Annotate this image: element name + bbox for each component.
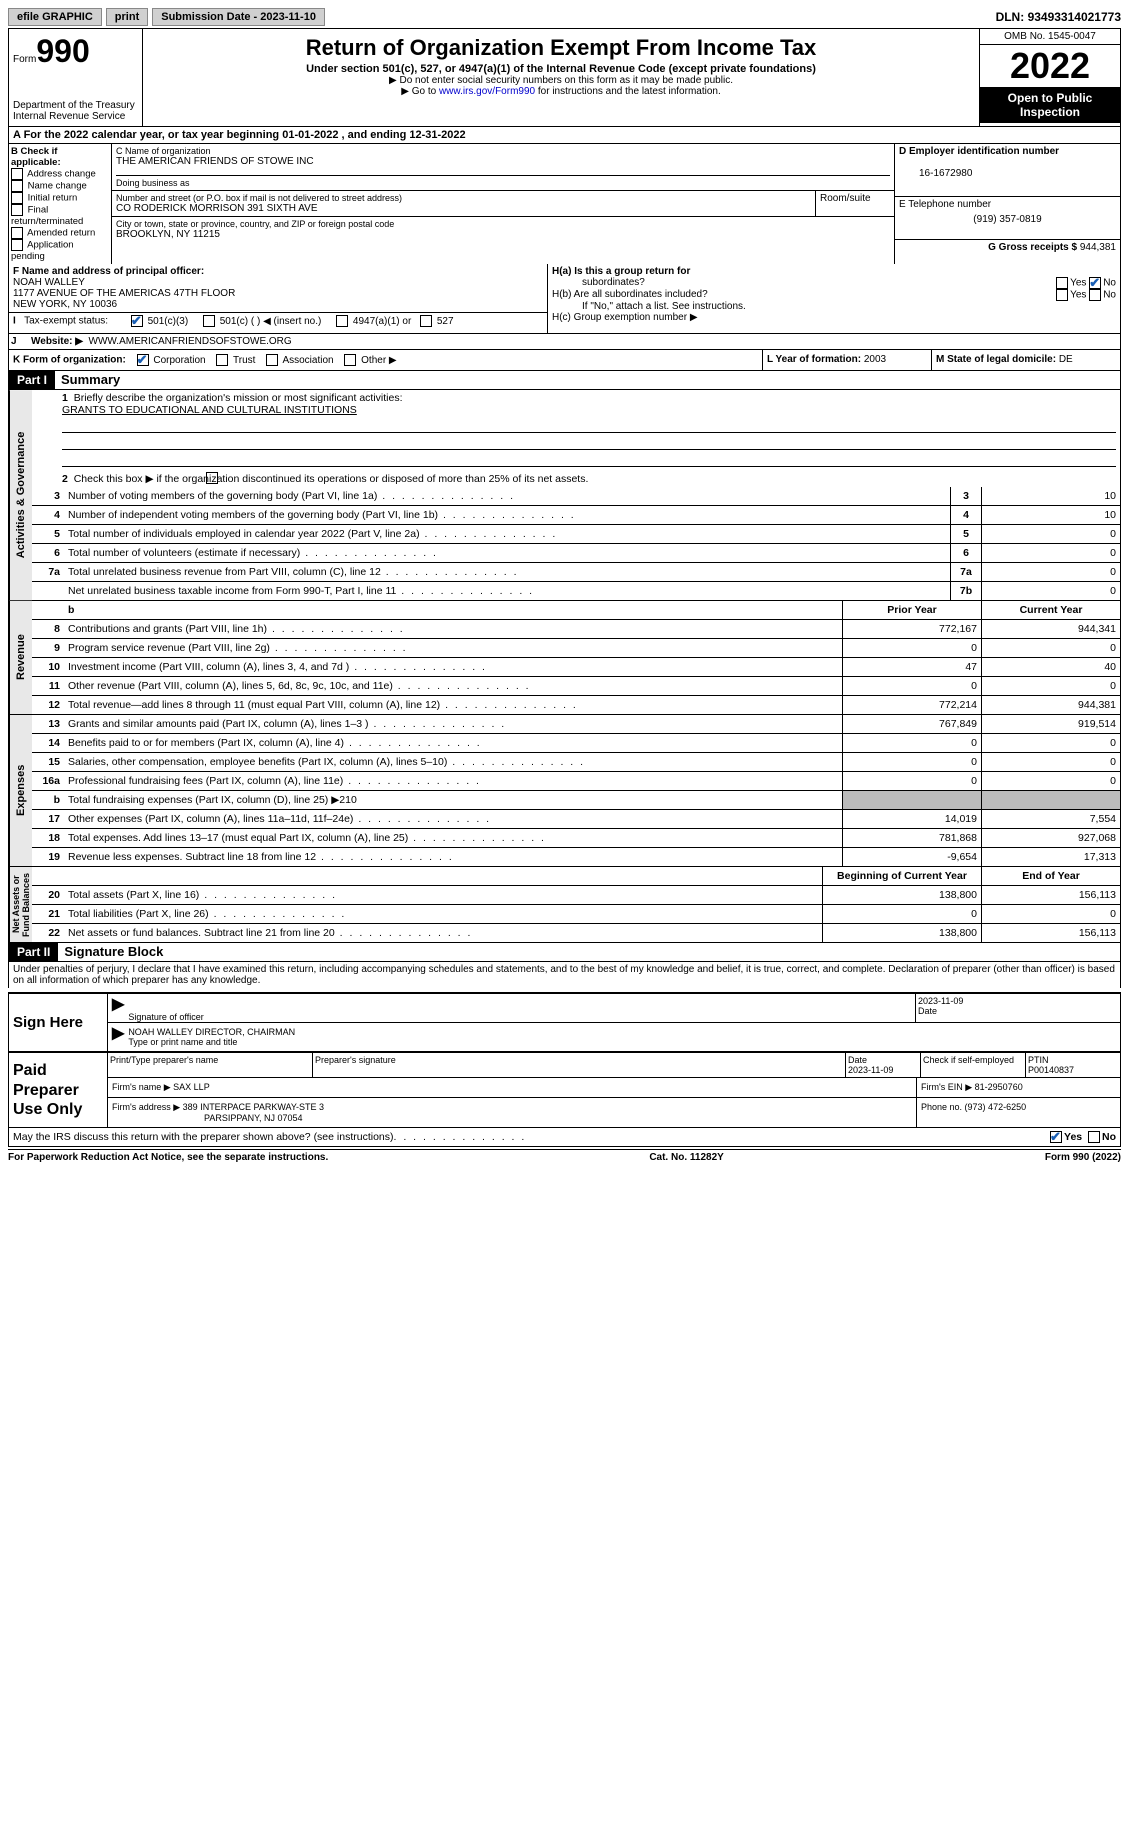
firm-phone: (973) 472-6250 [965, 1102, 1027, 1112]
city-label: City or town, state or province, country… [116, 219, 890, 229]
sign-here-section: Sign Here ▶ Signature of officer 2023-11… [8, 992, 1121, 1052]
org-name-label: C Name of organization [116, 146, 890, 156]
527-checkbox[interactable] [420, 315, 432, 327]
arrow-icon: ▶ [112, 994, 124, 1022]
ha-yes[interactable] [1056, 277, 1068, 289]
section-bcd: B Check if applicable: Address change Na… [8, 144, 1121, 264]
form-number: Form990 [13, 33, 138, 70]
sig-date: 2023-11-09 [918, 996, 963, 1006]
page-footer: For Paperwork Reduction Act Notice, see … [8, 1149, 1121, 1163]
efile-label: efile GRAPHIC [8, 8, 102, 26]
firm-ein: 81-2950760 [975, 1082, 1023, 1092]
gross-receipts-value: 944,381 [1080, 242, 1116, 253]
arrow-icon: ▶ [112, 1023, 124, 1051]
discuss-no[interactable] [1088, 1131, 1100, 1143]
hb-yes[interactable] [1056, 289, 1068, 301]
addr-label: Number and street (or P.O. box if mail i… [116, 193, 811, 203]
irs-label: Internal Revenue Service [13, 111, 138, 122]
trust-checkbox[interactable] [216, 354, 228, 366]
hc-label: H(c) Group exemption number ▶ [552, 312, 1116, 323]
sig-officer-label: Signature of officer [128, 1012, 915, 1022]
box-b: B Check if applicable: Address change Na… [9, 144, 112, 264]
officer-name: NOAH WALLEY [13, 277, 85, 288]
side-expenses: Expenses [9, 715, 32, 866]
q2: Check this box ▶ if the organization dis… [74, 473, 589, 485]
irs-link[interactable]: www.irs.gov/Form990 [439, 86, 535, 97]
tax-exempt-label: Tax-exempt status: [24, 316, 108, 327]
form-title: Return of Organization Exempt From Incom… [147, 35, 975, 61]
row-a-period: A For the 2022 calendar year, or tax yea… [8, 127, 1121, 144]
4947-checkbox[interactable] [336, 315, 348, 327]
phone-value: (919) 357-0819 [899, 214, 1116, 225]
print-button[interactable]: print [106, 8, 148, 26]
firm-addr2: PARSIPPANY, NJ 07054 [204, 1113, 303, 1123]
website: WWW.AMERICANFRIENDSOFSTOWE.ORG [89, 336, 292, 347]
tax-year: 2022 [980, 45, 1120, 87]
governance-section: Activities & Governance 1 Briefly descri… [8, 390, 1121, 601]
room-suite-label: Room/suite [816, 191, 894, 216]
ein-value: 16-1672980 [899, 168, 972, 179]
street-address: CO RODERICK MORRISON 391 SIXTH AVE [116, 203, 811, 214]
firm-name: SAX LLP [173, 1082, 210, 1092]
corp-checkbox[interactable] [137, 354, 149, 366]
form-subtitle: Under section 501(c), 527, or 4947(a)(1)… [147, 63, 975, 75]
revenue-section: Revenue bPrior YearCurrent Year 8Contrib… [8, 601, 1121, 715]
submission-date: Submission Date - 2023-11-10 [152, 8, 325, 26]
top-bar: efile GRAPHIC print Submission Date - 20… [8, 8, 1121, 26]
paid-preparer-label: Paid Preparer Use Only [9, 1053, 108, 1127]
year-formation: 2003 [864, 354, 886, 365]
discuss-yes[interactable] [1050, 1131, 1062, 1143]
perjury-declaration: Under penalties of perjury, I declare th… [8, 962, 1121, 988]
expenses-section: Expenses 13Grants and similar amounts pa… [8, 715, 1121, 867]
dba-label: Doing business as [116, 175, 890, 188]
officer-addr2: NEW YORK, NY 10036 [13, 299, 117, 310]
part1-header: Part ISummary [8, 371, 1121, 390]
part2-header: Part IISignature Block [8, 943, 1121, 962]
side-governance: Activities & Governance [9, 390, 32, 600]
hb-label: H(b) Are all subordinates included? [552, 289, 708, 301]
row-klm: K Form of organization: Corporation Trus… [8, 350, 1121, 371]
dln: DLN: 93493314021773 [996, 10, 1121, 24]
discuss-row: May the IRS discuss this return with the… [8, 1128, 1121, 1147]
assoc-checkbox[interactable] [266, 354, 278, 366]
side-netassets: Net Assets orFund Balances [9, 867, 32, 942]
open-inspection: Open to Public Inspection [980, 87, 1120, 123]
state-domicile: DE [1059, 354, 1073, 365]
hb-no[interactable] [1089, 289, 1101, 301]
netassets-section: Net Assets orFund Balances Beginning of … [8, 867, 1121, 943]
row-j: J Website: ▶ WWW.AMERICANFRIENDSOFSTOWE.… [8, 334, 1121, 350]
dept-treasury: Department of the Treasury [13, 100, 138, 111]
ha-no[interactable] [1089, 277, 1101, 289]
org-name: THE AMERICAN FRIENDS OF STOWE INC [116, 156, 890, 167]
note-link: ▶ Go to www.irs.gov/Form990 for instruct… [147, 86, 975, 97]
phone-label: E Telephone number [899, 199, 991, 210]
ein-label: D Employer identification number [899, 146, 1059, 157]
other-checkbox[interactable] [344, 354, 356, 366]
gross-receipts-label: G Gross receipts $ [988, 242, 1077, 253]
note-ssn: ▶ Do not enter social security numbers o… [147, 75, 975, 86]
officer-label: F Name and address of principal officer: [13, 266, 204, 277]
city-state-zip: BROOKLYN, NY 11215 [116, 229, 890, 240]
officer-print-name: NOAH WALLEY DIRECTOR, CHAIRMAN [128, 1027, 1120, 1037]
hb-ifno: If "No," attach a list. See instructions… [582, 301, 1116, 312]
ha-label: H(a) Is this a group return for [552, 266, 1116, 277]
omb-number: OMB No. 1545-0047 [980, 29, 1120, 45]
paid-preparer-section: Paid Preparer Use Only Print/Type prepar… [8, 1052, 1121, 1128]
section-fh: F Name and address of principal officer:… [8, 264, 1121, 334]
mission: GRANTS TO EDUCATIONAL AND CULTURAL INSTI… [62, 404, 357, 416]
prep-date: 2023-11-09 [848, 1065, 893, 1075]
q2-checkbox[interactable] [206, 472, 218, 484]
form-header: Form990 Department of the Treasury Inter… [8, 28, 1121, 127]
q1: Briefly describe the organization's miss… [74, 392, 403, 404]
501c-checkbox[interactable] [203, 315, 215, 327]
ptin: P00140837 [1028, 1065, 1074, 1075]
side-revenue: Revenue [9, 601, 32, 714]
firm-addr: 389 INTERPACE PARKWAY-STE 3 [183, 1102, 324, 1112]
sign-here-label: Sign Here [9, 994, 108, 1051]
officer-addr1: 1177 AVENUE OF THE AMERICAS 47TH FLOOR [13, 288, 235, 299]
501c3-checkbox[interactable] [131, 315, 143, 327]
